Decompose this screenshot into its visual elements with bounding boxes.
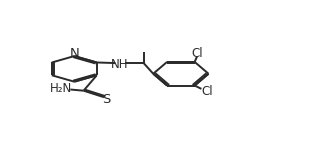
Text: Cl: Cl [201, 85, 212, 98]
Text: H₂N: H₂N [50, 82, 72, 95]
Text: S: S [102, 93, 111, 106]
Text: Cl: Cl [191, 47, 203, 60]
Text: NH: NH [111, 58, 129, 71]
Text: N: N [69, 47, 79, 60]
